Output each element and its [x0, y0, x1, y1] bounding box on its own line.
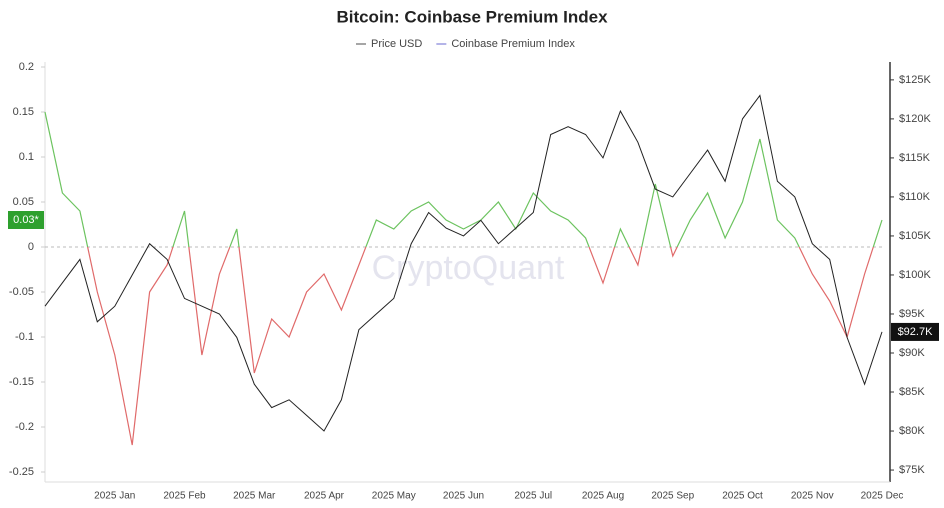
x-tick-label: 2025 Sep	[651, 491, 694, 502]
y2-tick-label: $120K	[899, 113, 931, 125]
chart-title: Bitcoin: Coinbase Premium Index	[336, 7, 608, 26]
end-badge	[8, 211, 44, 229]
end-badge-label: 0.03*	[13, 214, 39, 226]
y-tick-label: -0.25	[9, 466, 34, 478]
y-tick-label: 0	[28, 241, 34, 253]
y2-tick-label: $110K	[899, 191, 931, 203]
x-tick-label: 2025 Jul	[514, 491, 552, 502]
x-tick-label: 2025 Mar	[233, 491, 276, 502]
y-tick-label: -0.2	[15, 421, 34, 433]
y-tick-label: 0.2	[19, 61, 34, 73]
end-badge-label: $92.7K	[898, 326, 934, 338]
y2-tick-label: $115K	[899, 152, 931, 164]
y2-tick-label: $95K	[899, 308, 925, 320]
y-tick-label: 0.1	[19, 151, 34, 163]
y2-tick-label: $100K	[899, 269, 931, 281]
x-tick-label: 2025 Aug	[582, 491, 624, 502]
x-tick-label: 2025 Jan	[94, 491, 135, 502]
x-tick-label: 2025 Feb	[163, 491, 206, 502]
end-badge	[891, 322, 939, 341]
y2-tick-label: $105K	[899, 230, 931, 242]
y-tick-label: -0.05	[9, 286, 34, 298]
y-tick-label: 0.05	[13, 196, 34, 208]
y2-tick-label: $75K	[899, 464, 925, 476]
y2-tick-label: $85K	[899, 386, 925, 398]
legend-label: Price USD	[371, 38, 422, 50]
x-tick-label: 2025 Nov	[791, 491, 834, 502]
y2-tick-label: $125K	[899, 74, 931, 86]
price-line	[44, 94, 883, 432]
x-tick-label: 2025 Dec	[861, 491, 904, 502]
y-tick-label: -0.15	[9, 376, 34, 388]
y-tick-label: -0.1	[15, 331, 34, 343]
x-tick-label: 2025 Oct	[722, 491, 763, 502]
y2-tick-label: $80K	[899, 425, 925, 437]
x-tick-label: 2025 Jun	[443, 491, 484, 502]
x-tick-label: 2025 May	[372, 491, 416, 502]
premium-line-positive	[44, 111, 883, 247]
watermark: CryptoQuant	[372, 249, 565, 287]
y2-tick-label: $90K	[899, 347, 925, 359]
legend-label: Coinbase Premium Index	[451, 38, 575, 50]
x-tick-label: 2025 Apr	[304, 491, 345, 502]
y-tick-label: 0.15	[13, 106, 34, 118]
